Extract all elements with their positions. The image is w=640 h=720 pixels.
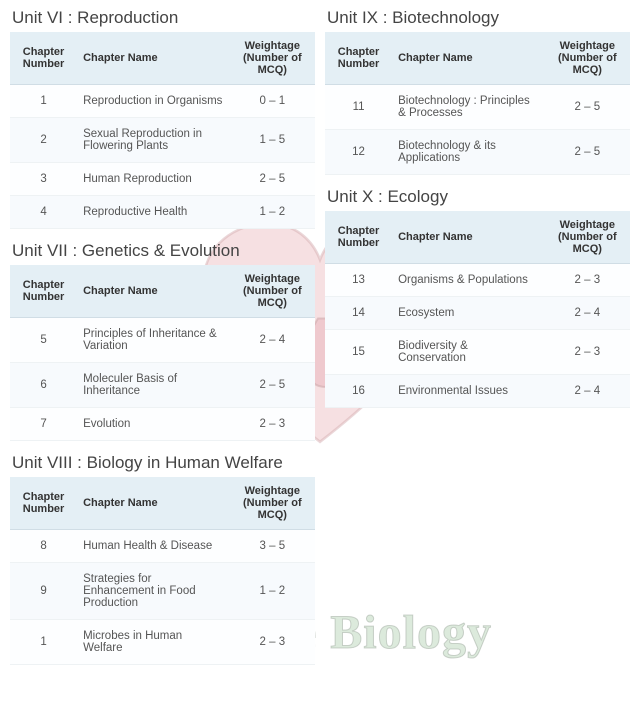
table-row: 1Reproduction in Organisms0 – 1 (10, 85, 315, 118)
unit-title: Unit X : Ecology (325, 187, 630, 207)
chapters-table: Chapter NumberChapter NameWeightage (Num… (10, 32, 315, 229)
cell-wt: 2 – 3 (545, 330, 630, 375)
table-row: 16Environmental Issues2 – 4 (325, 375, 630, 408)
table-row: 5Principles of Inheritance & Variation2 … (10, 318, 315, 363)
table-row: 6Moleculer Basis of Inheritance2 – 5 (10, 363, 315, 408)
cell-wt: 2 – 5 (230, 363, 315, 408)
cell-wt: 2 – 5 (230, 163, 315, 196)
col-header-wt: Weightage (Number of MCQ) (230, 477, 315, 530)
chapters-table: Chapter NumberChapter NameWeightage (Num… (325, 32, 630, 175)
col-header-name: Chapter Name (392, 32, 545, 85)
cell-wt: 2 – 3 (230, 408, 315, 441)
cell-n: 16 (325, 375, 392, 408)
col-header-wt: Weightage (Number of MCQ) (545, 211, 630, 264)
cell-n: 1 (10, 620, 77, 665)
chapters-table: Chapter NumberChapter NameWeightage (Num… (10, 265, 315, 441)
table-row: 8Human Health & Disease3 – 5 (10, 530, 315, 563)
cell-name: Organisms & Populations (392, 264, 545, 297)
cell-wt: 2 – 4 (230, 318, 315, 363)
cell-n: 6 (10, 363, 77, 408)
table-row: 9Strategies for Enhancement in Food Prod… (10, 563, 315, 620)
col-header-num: Chapter Number (325, 32, 392, 85)
unit-title: Unit VII : Genetics & Evolution (10, 241, 315, 261)
cell-wt: 1 – 5 (230, 118, 315, 163)
chapters-table: Chapter NumberChapter NameWeightage (Num… (10, 477, 315, 665)
cell-wt: 2 – 5 (545, 130, 630, 175)
unit-block: Unit VIII : Biology in Human Welfare Chap… (10, 453, 315, 665)
unit-block: Unit IX : Biotechnology Chapter NumberCha… (325, 8, 630, 175)
col-header-wt: Weightage (Number of MCQ) (545, 32, 630, 85)
cell-n: 12 (325, 130, 392, 175)
table-row: 2Sexual Reproduction in Flowering Plants… (10, 118, 315, 163)
col-header-name: Chapter Name (77, 477, 230, 530)
cell-n: 14 (325, 297, 392, 330)
table-row: 12Biotechnology & its Applications2 – 5 (325, 130, 630, 175)
page-container: Unit VI : ReproductionChapter NumberChap… (0, 0, 640, 673)
cell-name: Biodiversity & Conservation (392, 330, 545, 375)
unit-title: Unit VIII : Biology in Human Welfare (10, 453, 315, 473)
cell-wt: 1 – 2 (230, 196, 315, 229)
cell-wt: 2 – 4 (545, 375, 630, 408)
cell-name: Principles of Inheritance & Variation (77, 318, 230, 363)
table-row: 3Human Reproduction2 – 5 (10, 163, 315, 196)
cell-n: 8 (10, 530, 77, 563)
unit-block: Unit VII : Genetics & Evolution Chapter N… (10, 241, 315, 441)
cell-n: 4 (10, 196, 77, 229)
col-header-num: Chapter Number (10, 477, 77, 530)
unit-block: Unit X : Ecology Chapter NumberChapter Na… (325, 187, 630, 408)
cell-n: 15 (325, 330, 392, 375)
cell-n: 5 (10, 318, 77, 363)
col-header-wt: Weightage (Number of MCQ) (230, 32, 315, 85)
unit-block: Unit VI : Reproduction Chapter NumberChap… (10, 8, 315, 229)
cell-name: Evolution (77, 408, 230, 441)
cell-n: 13 (325, 264, 392, 297)
cell-name: Moleculer Basis of Inheritance (77, 363, 230, 408)
cell-name: Reproduction in Organisms (77, 85, 230, 118)
cell-name: Human Health & Disease (77, 530, 230, 563)
cell-n: 2 (10, 118, 77, 163)
cell-wt: 2 – 3 (545, 264, 630, 297)
cell-wt: 2 – 4 (545, 297, 630, 330)
cell-wt: 2 – 3 (230, 620, 315, 665)
table-row: 13Organisms & Populations2 – 3 (325, 264, 630, 297)
table-row: 11Biotechnology : Principles & Processes… (325, 85, 630, 130)
table-row: 7Evolution2 – 3 (10, 408, 315, 441)
cell-name: Human Reproduction (77, 163, 230, 196)
unit-title: Unit IX : Biotechnology (325, 8, 630, 28)
chapters-table: Chapter NumberChapter NameWeightage (Num… (325, 211, 630, 408)
cell-name: Ecosystem (392, 297, 545, 330)
col-header-name: Chapter Name (392, 211, 545, 264)
right-column: Unit IX : BiotechnologyChapter NumberCha… (325, 8, 630, 665)
cell-name: Biotechnology : Principles & Processes (392, 85, 545, 130)
cell-name: Biotechnology & its Applications (392, 130, 545, 175)
cell-wt: 0 – 1 (230, 85, 315, 118)
col-header-name: Chapter Name (77, 265, 230, 318)
cell-n: 9 (10, 563, 77, 620)
col-header-name: Chapter Name (77, 32, 230, 85)
cell-wt: 1 – 2 (230, 563, 315, 620)
table-row: 15Biodiversity & Conservation2 – 3 (325, 330, 630, 375)
cell-name: Strategies for Enhancement in Food Produ… (77, 563, 230, 620)
table-row: 4Reproductive Health1 – 2 (10, 196, 315, 229)
cell-n: 11 (325, 85, 392, 130)
cell-n: 3 (10, 163, 77, 196)
cell-wt: 2 – 5 (545, 85, 630, 130)
col-header-wt: Weightage (Number of MCQ) (230, 265, 315, 318)
cell-n: 7 (10, 408, 77, 441)
cell-n: 1 (10, 85, 77, 118)
cell-name: Environmental Issues (392, 375, 545, 408)
left-column: Unit VI : ReproductionChapter NumberChap… (10, 8, 315, 665)
unit-title: Unit VI : Reproduction (10, 8, 315, 28)
cell-name: Sexual Reproduction in Flowering Plants (77, 118, 230, 163)
cell-wt: 3 – 5 (230, 530, 315, 563)
col-header-num: Chapter Number (325, 211, 392, 264)
col-header-num: Chapter Number (10, 32, 77, 85)
table-row: 1Microbes in Human Welfare2 – 3 (10, 620, 315, 665)
cell-name: Microbes in Human Welfare (77, 620, 230, 665)
cell-name: Reproductive Health (77, 196, 230, 229)
table-row: 14Ecosystem2 – 4 (325, 297, 630, 330)
col-header-num: Chapter Number (10, 265, 77, 318)
